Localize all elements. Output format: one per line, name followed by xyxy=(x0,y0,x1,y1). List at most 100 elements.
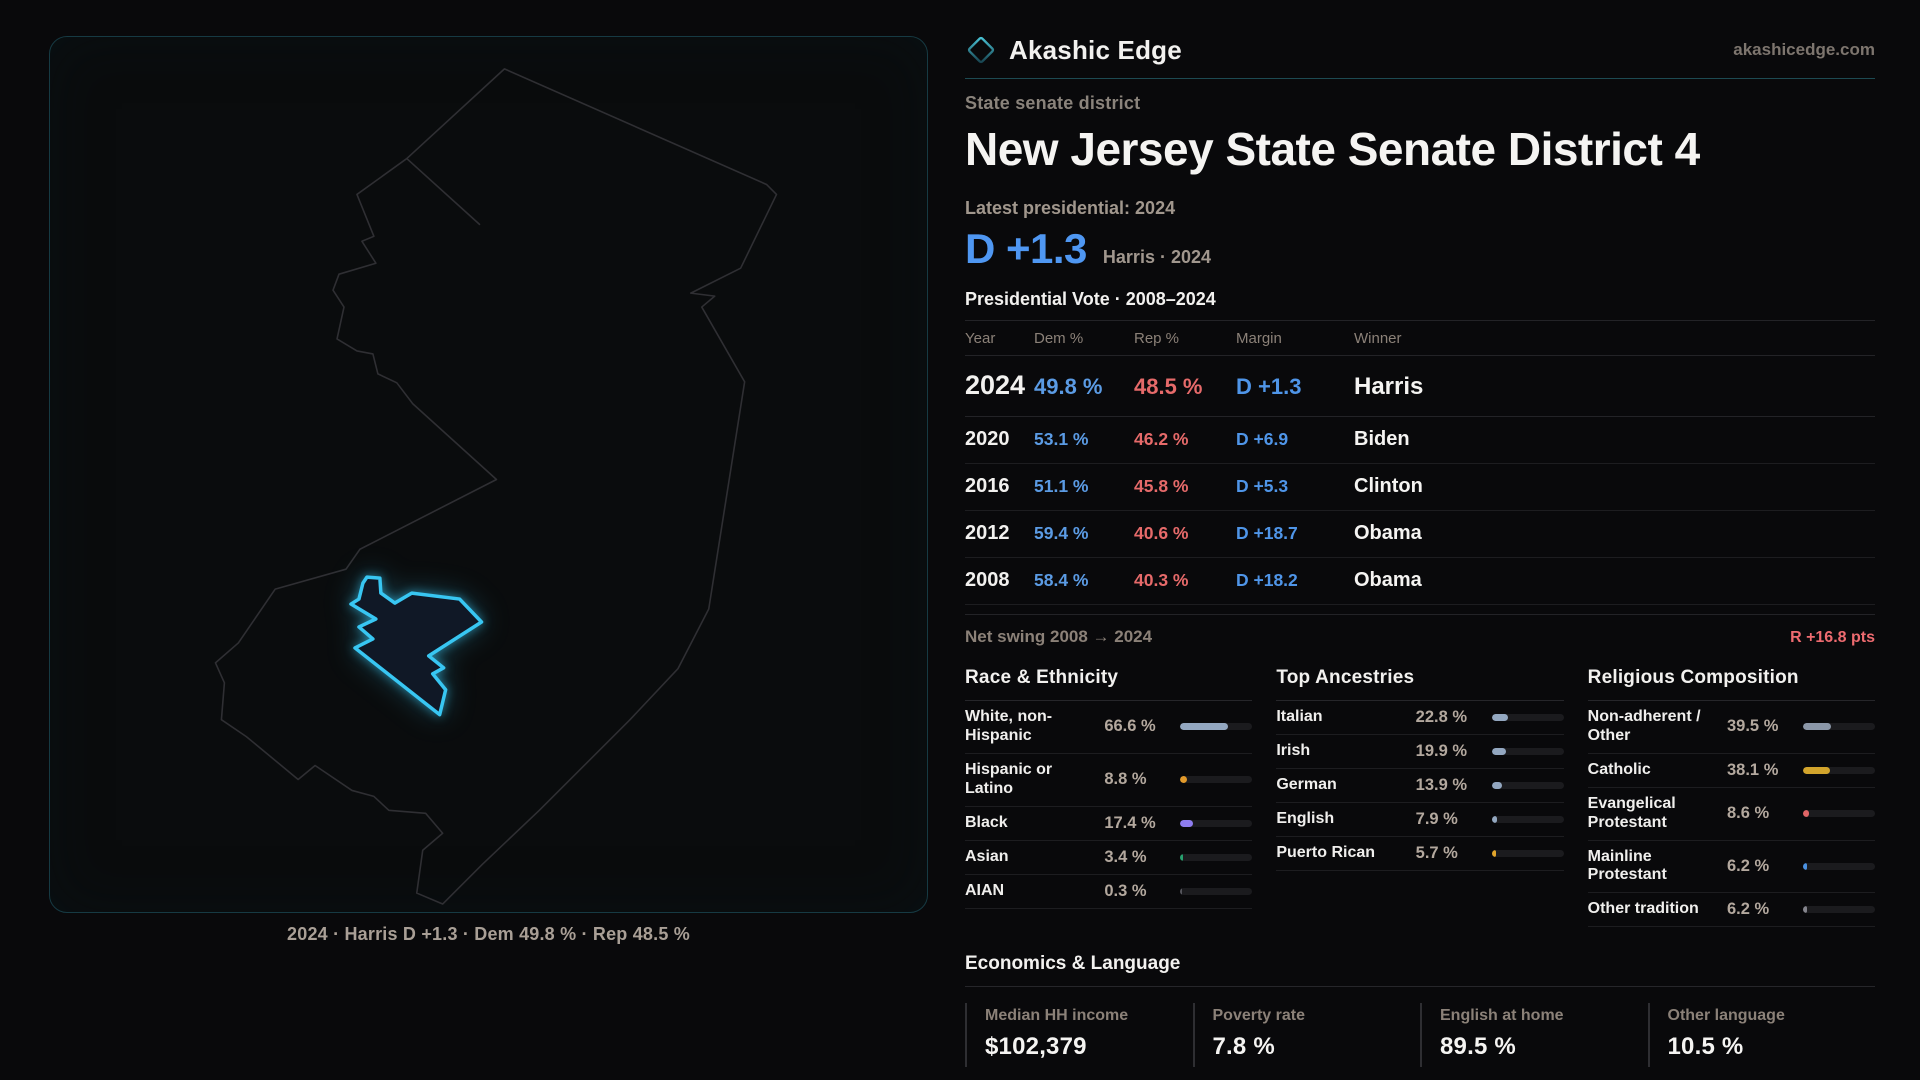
section-religious-composition: Religious Composition Non-adherent / Oth… xyxy=(1587,667,1875,928)
rep-cell: 46.2 % xyxy=(1134,429,1189,449)
row-label: AIAN xyxy=(965,881,1005,899)
stat-value: 7.8 % xyxy=(1212,1033,1275,1061)
stat-median-hh-income: Median HH income $102,379 xyxy=(965,1003,1193,1068)
list-item: English 7.9 % xyxy=(1276,803,1564,837)
row-label: Irish xyxy=(1276,742,1311,760)
row-value: 8.6 % xyxy=(1727,804,1770,823)
row-label: Black xyxy=(965,813,1008,831)
district-type-kicker: State senate district xyxy=(965,93,1141,113)
list-item: Irish 19.9 % xyxy=(1276,735,1564,769)
mini-bar xyxy=(1491,714,1564,721)
latest-presidential-label: Latest presidential: 2024 xyxy=(965,198,1176,218)
vote-table-title: Presidential Vote · 2008–2024 xyxy=(965,289,1216,309)
dem-cell: 58.4 % xyxy=(1034,570,1089,590)
page-title: New Jersey State Senate District 4 xyxy=(965,123,1700,175)
row-value: 0.3 % xyxy=(1104,881,1147,900)
dem-cell: 51.1 % xyxy=(1034,476,1089,496)
row-value: 22.8 % xyxy=(1415,708,1468,726)
margin-value: D +1.3 xyxy=(965,225,1087,272)
table-row: 2020 53.1 % 46.2 % D +6.9 Biden xyxy=(965,417,1875,464)
col-margin: Margin xyxy=(1236,330,1282,347)
list-item: Other tradition 6.2 % xyxy=(1587,893,1875,928)
header-divider xyxy=(965,78,1875,79)
brand-domain-link[interactable]: akashicedge.com xyxy=(1733,40,1875,59)
col-dem: Dem % xyxy=(1034,330,1084,347)
margin-cell: D +18.7 xyxy=(1236,523,1298,543)
mini-bar xyxy=(1180,776,1253,784)
row-label: Hispanic or Latino xyxy=(965,760,1053,797)
section-title: Top Ancestries xyxy=(1276,667,1564,701)
row-value: 6.2 % xyxy=(1727,900,1770,919)
list-item: Puerto Rican 5.7 % xyxy=(1276,837,1564,871)
row-label: White, non-Hispanic xyxy=(965,708,1053,744)
new-jersey-map xyxy=(214,68,778,905)
net-swing-row: Net swing 2008 → 2024 R +16.8 pts xyxy=(965,614,1875,647)
list-item: AIAN 0.3 % xyxy=(965,875,1253,909)
margin-cell: D +6.9 xyxy=(1236,429,1289,449)
state-border-segment xyxy=(405,157,481,226)
margin-winner-year: Harris · 2024 xyxy=(1102,247,1211,267)
winner-cell: Harris xyxy=(1354,373,1424,400)
stat-english-at-home: English at home 89.5 % xyxy=(1420,1003,1648,1068)
row-label: Puerto Rican xyxy=(1276,844,1376,862)
dem-cell: 59.4 % xyxy=(1034,523,1089,543)
table-row: 2008 58.4 % 40.3 % D +18.2 Obama xyxy=(965,558,1875,605)
row-label: Evangelical Protestant xyxy=(1587,794,1676,831)
mini-bar xyxy=(1180,723,1253,731)
mini-bar xyxy=(1491,748,1564,755)
row-label: English xyxy=(1276,810,1335,828)
row-label: German xyxy=(1276,776,1337,794)
map-caption: 2024 · Harris D +1.3 · Dem 49.8 % · Rep … xyxy=(287,924,690,944)
row-value: 17.4 % xyxy=(1104,813,1156,832)
latest-margin: D +1.3 Harris · 2024 xyxy=(965,225,1875,273)
row-label: Asian xyxy=(965,847,1009,865)
economics-stats: Median HH income $102,379 Poverty rate 7… xyxy=(965,1003,1876,1068)
margin-cell: D +1.3 xyxy=(1236,374,1302,399)
mini-bar xyxy=(1803,723,1875,731)
mini-bar xyxy=(1180,819,1253,827)
mini-bar xyxy=(1803,766,1875,774)
mini-bar xyxy=(1180,853,1253,861)
row-value: 5.7 % xyxy=(1415,844,1458,862)
list-item: Italian 22.8 % xyxy=(1276,701,1564,735)
rep-cell: 45.8 % xyxy=(1134,476,1189,496)
row-label: Other tradition xyxy=(1587,900,1699,918)
table-row: 2012 59.4 % 40.6 % D +18.7 Obama xyxy=(965,511,1875,558)
stat-poverty-rate: Poverty rate 7.8 % xyxy=(1192,1003,1421,1068)
map-panel xyxy=(49,36,928,913)
rep-cell: 48.5 % xyxy=(1134,374,1203,399)
row-label: Mainline Protestant xyxy=(1587,847,1667,884)
row-value: 66.6 % xyxy=(1104,717,1156,736)
stat-value: $102,379 xyxy=(985,1033,1087,1061)
net-swing-label: Net swing 2008 → 2024 xyxy=(965,627,1153,646)
list-item: Non-adherent / Other 39.5 % xyxy=(1587,701,1875,754)
col-rep: Rep % xyxy=(1134,330,1180,347)
winner-cell: Obama xyxy=(1354,522,1422,544)
row-value: 38.1 % xyxy=(1727,760,1779,779)
net-swing-value: R +16.8 pts xyxy=(1790,629,1875,646)
row-value: 39.5 % xyxy=(1727,717,1779,736)
demographics-grid: Race & Ethnicity White, non-Hispanic 66.… xyxy=(965,667,1875,928)
district-profile-panel: Akashic Edge akashicedge.com State senat… xyxy=(965,30,1875,1080)
district-4-shape[interactable] xyxy=(349,575,484,717)
margin-cell: D +18.2 xyxy=(1236,570,1298,590)
state-outline xyxy=(214,68,778,905)
row-value: 13.9 % xyxy=(1415,776,1468,794)
col-winner: Winner xyxy=(1354,330,1402,347)
row-value: 3.4 % xyxy=(1104,847,1147,866)
mini-bar xyxy=(1180,887,1253,895)
year-cell: 2012 xyxy=(965,522,1010,544)
list-item: Hispanic or Latino 8.8 % xyxy=(965,754,1253,807)
rep-cell: 40.3 % xyxy=(1134,570,1189,590)
rep-cell: 40.6 % xyxy=(1134,523,1189,543)
stat-other-language: Other language 10.5 % xyxy=(1647,1003,1876,1068)
stat-label: Median HH income xyxy=(985,1007,1129,1025)
year-cell: 2016 xyxy=(965,475,1010,497)
list-item: Asian 3.4 % xyxy=(965,841,1253,875)
section-title: Race & Ethnicity xyxy=(965,667,1253,701)
stat-value: 89.5 % xyxy=(1440,1033,1516,1061)
stat-label: English at home xyxy=(1440,1007,1564,1025)
winner-cell: Clinton xyxy=(1354,475,1423,497)
stat-label: Poverty rate xyxy=(1212,1007,1306,1025)
brand-name: Akashic Edge xyxy=(1009,34,1182,65)
